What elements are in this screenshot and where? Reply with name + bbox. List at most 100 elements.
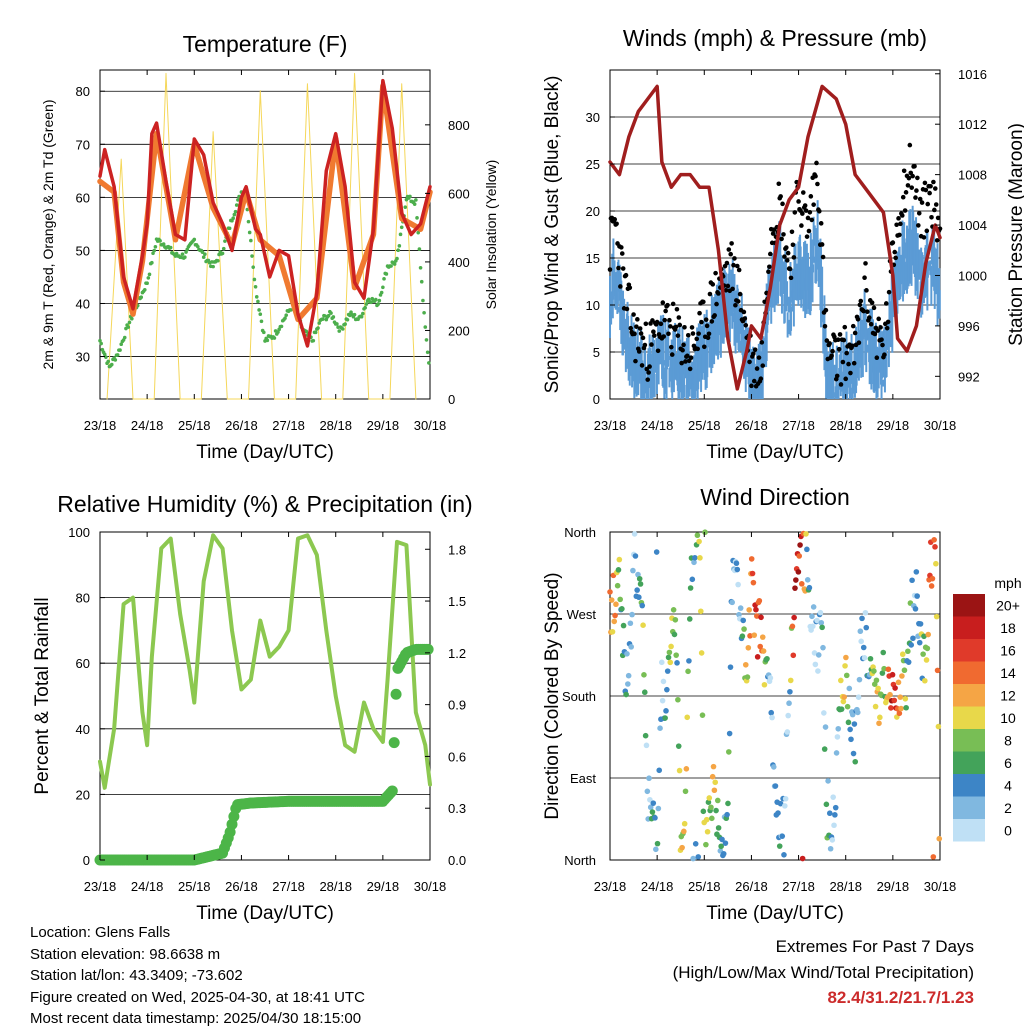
dewpoint-point bbox=[227, 226, 232, 231]
gust-point bbox=[915, 175, 920, 181]
direction-point bbox=[697, 608, 704, 615]
dewpoint-point bbox=[377, 298, 382, 303]
x-tick-label: 26/18 bbox=[225, 879, 258, 894]
dewpoint-point bbox=[221, 246, 226, 251]
direction-point bbox=[720, 850, 727, 857]
gust-point bbox=[782, 254, 787, 259]
dewpoint-point bbox=[382, 277, 386, 281]
gust-point bbox=[756, 355, 762, 360]
direction-point bbox=[631, 531, 638, 537]
direction-point bbox=[899, 651, 906, 658]
dewpoint-point bbox=[313, 330, 318, 335]
gust-point bbox=[898, 221, 903, 227]
gust-point bbox=[805, 215, 811, 221]
direction-point bbox=[862, 609, 869, 616]
gust-point bbox=[806, 228, 812, 234]
gust-point bbox=[636, 349, 642, 354]
direction-point bbox=[841, 694, 848, 700]
direction-point bbox=[932, 544, 938, 550]
direction-point bbox=[821, 746, 828, 752]
y-right-tick-label: 0.0 bbox=[448, 853, 466, 868]
x-tick-label: 27/18 bbox=[272, 418, 305, 433]
gust-point bbox=[690, 331, 696, 336]
gust-point bbox=[928, 183, 933, 189]
gust-point bbox=[766, 269, 771, 275]
direction-point bbox=[809, 613, 815, 620]
direction-point bbox=[910, 635, 916, 642]
direction-point bbox=[934, 667, 941, 674]
gust-point bbox=[784, 245, 789, 250]
gust-point bbox=[704, 323, 710, 329]
gust-point bbox=[818, 221, 824, 226]
gust-point bbox=[618, 284, 623, 289]
gust-point bbox=[679, 360, 684, 366]
dewpoint-point bbox=[150, 260, 154, 265]
direction-point bbox=[668, 643, 674, 650]
direction-point bbox=[798, 581, 805, 587]
gust-point bbox=[822, 323, 828, 329]
direction-point bbox=[888, 705, 894, 711]
direction-point bbox=[929, 575, 936, 582]
dewpoint-point bbox=[146, 276, 151, 280]
direction-point bbox=[930, 854, 937, 860]
gust-point bbox=[724, 260, 730, 266]
direction-point bbox=[790, 652, 797, 659]
direction-point bbox=[875, 685, 881, 692]
dewpoint-point bbox=[417, 247, 422, 251]
dewpoint-point bbox=[276, 330, 280, 334]
y-tick-label: 40 bbox=[76, 722, 90, 737]
gust-point bbox=[706, 331, 712, 337]
gust-point bbox=[931, 179, 936, 185]
dewpoint-point bbox=[246, 219, 251, 224]
direction-point bbox=[613, 601, 619, 608]
direction-point bbox=[750, 579, 757, 586]
direction-point bbox=[787, 677, 794, 684]
gust-point bbox=[668, 324, 673, 329]
x-tick-label: 23/18 bbox=[594, 879, 627, 894]
x-tick-label: 23/18 bbox=[594, 418, 627, 433]
gust-point bbox=[689, 325, 695, 330]
direction-point bbox=[619, 606, 625, 612]
gust-point bbox=[796, 199, 801, 204]
dewpoint-point bbox=[223, 239, 227, 243]
gust-point bbox=[807, 209, 813, 215]
dewpoint-point bbox=[180, 252, 185, 256]
dewpoint-point bbox=[392, 262, 397, 266]
gust-point bbox=[662, 317, 667, 323]
gust-point bbox=[836, 346, 842, 352]
dewpoint-point bbox=[395, 256, 399, 261]
dewpoint-point bbox=[376, 302, 380, 306]
dewpoint-point bbox=[231, 216, 235, 221]
direction-point bbox=[924, 645, 931, 652]
gust-point bbox=[800, 190, 806, 195]
gust-point bbox=[646, 370, 651, 375]
direction-point bbox=[675, 696, 681, 703]
direction-point bbox=[902, 695, 909, 702]
dewpoint-point bbox=[398, 232, 403, 237]
direction-point bbox=[897, 694, 904, 700]
direction-point bbox=[670, 606, 677, 613]
gust-point bbox=[770, 231, 776, 236]
dewpoint-point bbox=[421, 298, 425, 303]
gust-point bbox=[735, 299, 741, 304]
direction-point bbox=[640, 622, 646, 628]
dewpoint-point bbox=[152, 248, 157, 253]
gust-point bbox=[914, 188, 919, 193]
gust-point bbox=[635, 317, 640, 322]
gust-point bbox=[907, 142, 913, 148]
gust-point bbox=[897, 232, 902, 238]
gust-point bbox=[784, 258, 790, 263]
direction-point bbox=[851, 721, 858, 727]
direction-point bbox=[879, 670, 886, 676]
direction-point bbox=[608, 597, 615, 603]
dewpoint-point bbox=[340, 327, 345, 331]
extremes-values: 82.4/31.2/21.7/1.23 bbox=[827, 988, 974, 1007]
direction-point bbox=[899, 673, 905, 679]
dewpoint-point bbox=[277, 327, 281, 332]
direction-point bbox=[616, 556, 623, 563]
dewpoint-point bbox=[139, 295, 144, 300]
direction-point bbox=[611, 618, 618, 625]
x-axis-label: Time (Day/UTC) bbox=[706, 442, 844, 463]
direction-point bbox=[706, 795, 713, 801]
y-right-axis-label: Solar Insolation (Yellow) bbox=[483, 160, 499, 310]
